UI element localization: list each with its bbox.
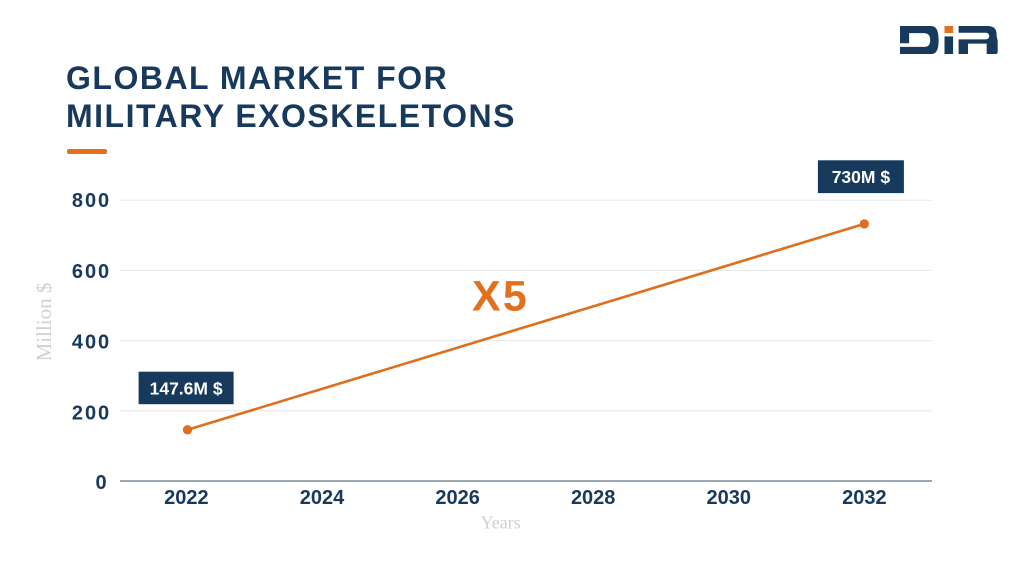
svg-text:2028: 2028 <box>571 487 616 509</box>
svg-text:Million $: Million $ <box>32 283 56 362</box>
svg-text:2030: 2030 <box>707 487 752 509</box>
svg-text:2022: 2022 <box>164 487 209 509</box>
svg-text:600: 600 <box>72 261 111 283</box>
svg-text:147.6M $: 147.6M $ <box>150 378 223 398</box>
svg-text:2026: 2026 <box>435 487 480 509</box>
svg-text:400: 400 <box>72 332 111 354</box>
svg-text:2024: 2024 <box>300 487 345 509</box>
svg-text:800: 800 <box>72 190 111 212</box>
svg-text:2032: 2032 <box>842 487 887 509</box>
svg-text:Years: Years <box>481 513 521 533</box>
svg-text:200: 200 <box>72 403 111 425</box>
svg-text:X5: X5 <box>472 273 529 321</box>
svg-text:730M $: 730M $ <box>832 167 891 187</box>
svg-text:0: 0 <box>95 472 108 494</box>
